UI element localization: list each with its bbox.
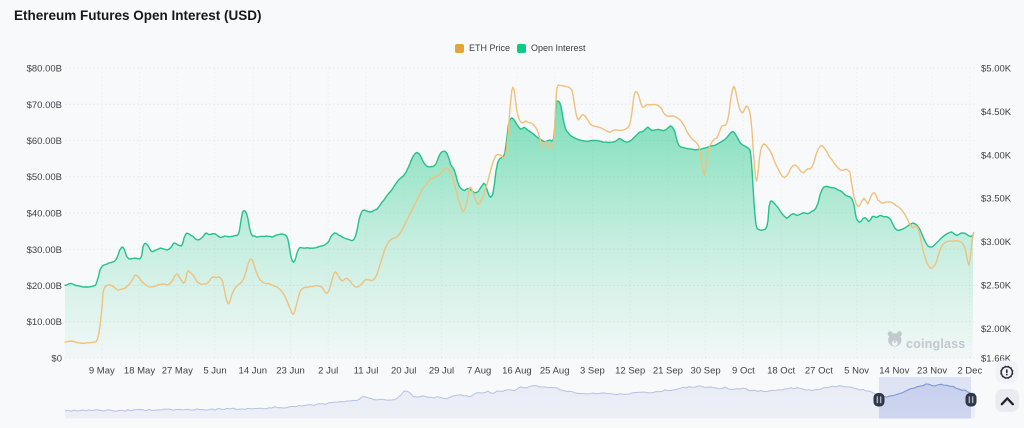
svg-text:27 May: 27 May	[162, 366, 193, 377]
svg-text:$80.00B: $80.00B	[27, 64, 62, 75]
svg-text:$3.00K: $3.00K	[981, 237, 1012, 248]
svg-text:20 Jul: 20 Jul	[391, 366, 416, 377]
svg-text:$2.00K: $2.00K	[981, 324, 1012, 335]
svg-text:$5.00K: $5.00K	[981, 64, 1012, 75]
svg-text:2 Jul: 2 Jul	[318, 366, 338, 377]
svg-text:$0: $0	[51, 354, 62, 365]
svg-text:$60.00B: $60.00B	[27, 136, 62, 147]
svg-text:30 Sep: 30 Sep	[691, 366, 721, 377]
svg-text:$20.00B: $20.00B	[27, 281, 62, 292]
svg-text:12 Sep: 12 Sep	[615, 366, 645, 377]
svg-text:$1.66K: $1.66K	[981, 354, 1012, 365]
svg-text:25 Aug: 25 Aug	[540, 366, 570, 377]
svg-text:$4.00K: $4.00K	[981, 150, 1012, 161]
svg-text:$4.50K: $4.50K	[981, 107, 1012, 118]
svg-text:9 May: 9 May	[89, 366, 115, 377]
svg-text:7 Aug: 7 Aug	[467, 366, 491, 377]
svg-text:5 Nov: 5 Nov	[844, 366, 869, 377]
svg-text:27 Oct: 27 Oct	[805, 366, 833, 377]
svg-text:29 Jul: 29 Jul	[429, 366, 454, 377]
svg-text:23 Nov: 23 Nov	[917, 366, 947, 377]
svg-text:coinglass: coinglass	[906, 337, 965, 351]
svg-text:11 Jul: 11 Jul	[354, 366, 379, 377]
svg-text:14 Nov: 14 Nov	[879, 366, 909, 377]
svg-text:18 May: 18 May	[124, 366, 155, 377]
svg-text:$50.00B: $50.00B	[27, 172, 62, 183]
svg-text:2 Dec: 2 Dec	[957, 366, 982, 377]
svg-text:21 Sep: 21 Sep	[653, 366, 683, 377]
svg-text:$10.00B: $10.00B	[27, 317, 62, 328]
svg-text:14 Jun: 14 Jun	[239, 366, 268, 377]
svg-text:$3.50K: $3.50K	[981, 194, 1012, 205]
svg-text:23 Jun: 23 Jun	[276, 366, 305, 377]
svg-text:18 Oct: 18 Oct	[767, 366, 795, 377]
svg-text:16 Aug: 16 Aug	[502, 366, 532, 377]
svg-text:$30.00B: $30.00B	[27, 245, 62, 256]
svg-text:3 Sep: 3 Sep	[580, 366, 605, 377]
svg-text:$40.00B: $40.00B	[27, 209, 62, 220]
svg-text:$2.50K: $2.50K	[981, 281, 1012, 292]
svg-text:5 Jun: 5 Jun	[203, 366, 226, 377]
svg-text:9 Oct: 9 Oct	[732, 366, 755, 377]
svg-text:$70.00B: $70.00B	[27, 100, 62, 111]
